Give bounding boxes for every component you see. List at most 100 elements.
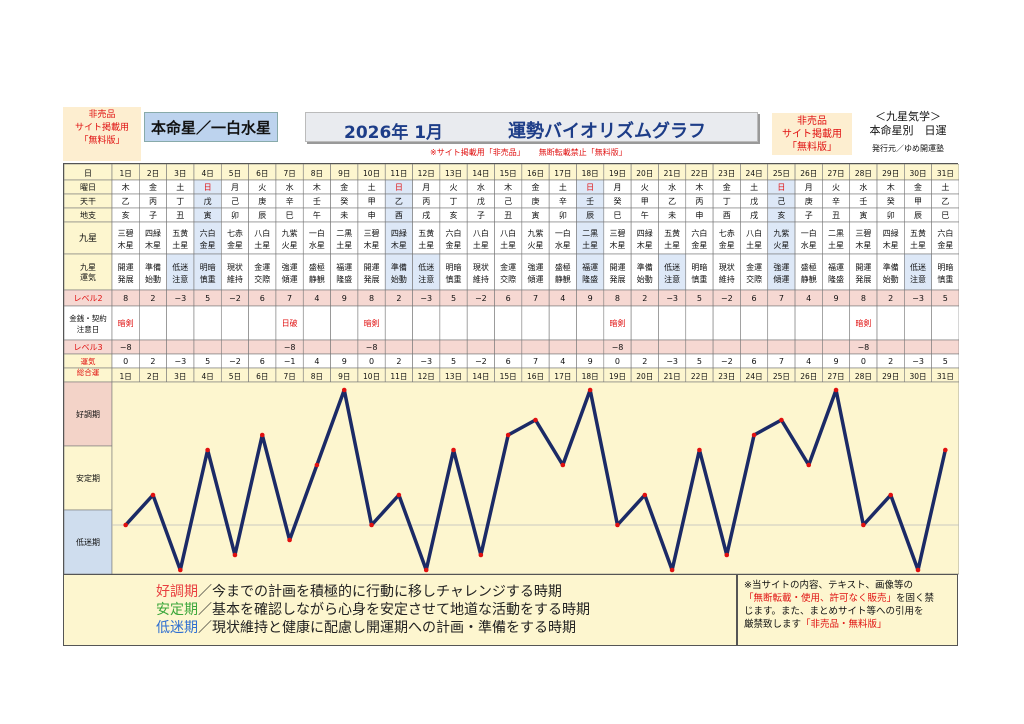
kyusei-label: 木星 (855, 240, 871, 250)
level2-value: 2 (396, 294, 401, 303)
table-cell (384, 305, 413, 341)
table-cell (248, 339, 277, 355)
left-notice-line: 「無料版」 (79, 136, 125, 146)
tenkan-label: 乙 (395, 197, 403, 206)
table-cell (330, 339, 359, 355)
table-cell (685, 339, 714, 355)
chishi-label: 戌 (750, 210, 758, 220)
right-notice-line: サイト掲載用 (782, 129, 842, 140)
data-point (943, 447, 948, 453)
kyusei-label: 土星 (336, 240, 352, 250)
kyusei-label: 一白 (309, 228, 325, 238)
note-red: 「非売品・無料版」 (801, 619, 887, 630)
unki-label: 開運 (609, 263, 625, 272)
weekday-label: 日 (204, 183, 212, 192)
legend-key-low: 低迷期 (156, 620, 198, 636)
tenkan-label: 己 (777, 197, 785, 206)
chishi-label: 卯 (887, 211, 895, 220)
unki-label: 始動 (637, 274, 653, 284)
level2-value: 4 (560, 294, 565, 303)
table-cell (576, 221, 605, 255)
row-label-unki: 運気 (80, 272, 96, 282)
day-label: 29日 (882, 372, 899, 381)
table-cell (904, 339, 932, 355)
weekday-label: 月 (231, 183, 239, 192)
table-cell (494, 305, 523, 341)
kyusei-label: 水星 (555, 240, 571, 250)
table-cell (876, 221, 905, 255)
unki-label: 準備 (391, 262, 407, 272)
unki-label: 発展 (855, 275, 871, 284)
kyusei-label: 木星 (145, 240, 161, 250)
data-point (779, 417, 784, 423)
row-label-kinsen: 注意日 (77, 324, 100, 334)
level2-value: 9 (588, 294, 593, 303)
level2-value: 8 (123, 294, 128, 303)
right-notice-line: 「無料版」 (787, 142, 837, 153)
table-cell (466, 253, 495, 291)
table-cell (275, 221, 304, 255)
total-value: 9 (588, 357, 593, 366)
tenkan-label: 壬 (859, 196, 867, 206)
day-label: 28日 (855, 372, 872, 381)
tenkan-label: 庚 (258, 196, 266, 206)
unki-label: 準備 (637, 262, 653, 272)
level2-value: −2 (475, 294, 487, 303)
unki-label: 静観 (801, 274, 817, 284)
total-value: 7 (779, 357, 784, 366)
kinsen-label: 暗剣 (364, 318, 380, 328)
unki-label: 強運 (282, 262, 298, 272)
legend-key-stable: 安定期 (156, 602, 198, 618)
kyusei-label: 土星 (746, 240, 762, 250)
table-cell (822, 339, 851, 355)
tenkan-label: 辛 (559, 196, 567, 206)
day-label: 20日 (636, 169, 653, 178)
table-cell (603, 253, 632, 291)
chishi-label: 午 (641, 210, 649, 220)
unki-label: 盛極 (801, 262, 817, 272)
day-label: 15日 (500, 372, 517, 381)
day-label: 5日 (229, 169, 241, 178)
tenkan-label: 丙 (422, 197, 430, 206)
level3-value: −8 (857, 343, 869, 352)
row-label-weekday: 曜日 (80, 183, 96, 192)
tenkan-label: 壬 (586, 196, 594, 206)
total-value: 4 (560, 357, 565, 366)
day-label: 7日 (283, 372, 295, 381)
kyusei-label: 七赤 (227, 229, 243, 238)
chishi-label: 申 (695, 210, 703, 220)
kyusei-title: ＜九星気学＞ (875, 110, 941, 123)
total-value: 0 (123, 357, 128, 366)
day-label: 11日 (390, 372, 407, 381)
table-cell (794, 253, 823, 291)
unki-label: 始動 (145, 274, 161, 284)
tenkan-label: 丁 (176, 197, 184, 206)
table-cell (220, 305, 249, 341)
table-cell (139, 339, 167, 355)
right-notice-line: 非売品 (797, 116, 827, 127)
data-point (615, 522, 620, 528)
day-label: 11日 (390, 169, 407, 178)
level2-value: 7 (779, 294, 784, 303)
day-label: 19日 (609, 169, 626, 178)
table-cell (849, 253, 878, 291)
table-cell (521, 305, 550, 341)
day-label: 9日 (338, 372, 350, 381)
row-label-cell (63, 305, 113, 341)
weekday-label: 土 (176, 182, 184, 192)
table-cell (794, 221, 823, 255)
total-value: −3 (420, 357, 432, 366)
weekday-label: 土 (750, 182, 758, 192)
data-point (642, 492, 648, 498)
tenkan-label: 戊 (477, 196, 485, 206)
chishi-label: 巳 (613, 211, 621, 220)
tenkan-label: 甲 (368, 197, 376, 206)
table-cell (658, 305, 687, 341)
tenkan-label: 壬 (313, 196, 321, 206)
right-notice: 非売品 サイト掲載用 「無料版」 (772, 113, 852, 155)
table-cell (548, 339, 577, 355)
table-cell (548, 253, 577, 291)
table-cell (849, 305, 878, 341)
day-label: 19日 (609, 372, 626, 381)
title-bar: 2026年 1月 運勢バイオリズムグラフ (305, 112, 758, 143)
